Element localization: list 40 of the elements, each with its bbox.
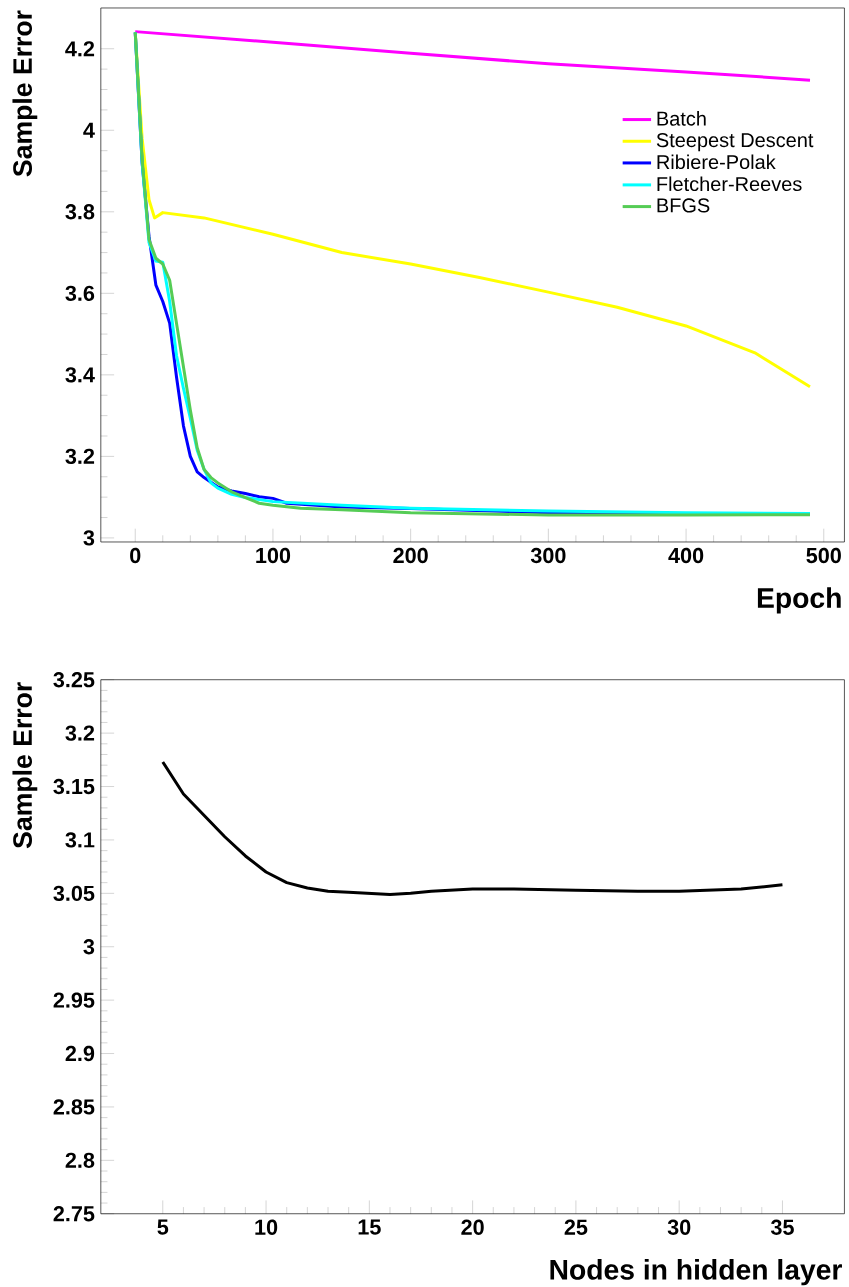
y-tick-label: 3.2 bbox=[65, 725, 94, 741]
x-axis-title: Nodes in hidden layer bbox=[550, 1259, 842, 1286]
y-tick-label: 3.1 bbox=[65, 832, 95, 848]
y-tick-label: 3 bbox=[83, 530, 94, 546]
x-tick-label: 30 bbox=[667, 1219, 691, 1235]
y-tick-label: 2.9 bbox=[65, 1045, 94, 1062]
x-axis-title: Epoch bbox=[757, 587, 841, 614]
legend-label: BFGS bbox=[657, 198, 710, 213]
y-tick-label: 3.6 bbox=[65, 285, 94, 301]
y-tick-label: 3.8 bbox=[65, 204, 95, 220]
x-tick-label: 15 bbox=[358, 1219, 381, 1235]
x-tick-label: 100 bbox=[256, 547, 290, 564]
x-tick-label: 0 bbox=[129, 547, 141, 564]
y-tick-label: 3.2 bbox=[65, 448, 94, 465]
y-tick-label: 2.95 bbox=[53, 992, 95, 1008]
y-tick-label: 3.25 bbox=[53, 672, 95, 688]
x-tick-label: 25 bbox=[564, 1219, 588, 1235]
legend-label: Batch bbox=[657, 111, 706, 126]
x-tick-label: 200 bbox=[393, 547, 428, 564]
legend-label: Fletcher-Reeves bbox=[657, 176, 802, 192]
x-tick-label: 300 bbox=[530, 547, 566, 564]
legend-label: Ribiere-Polak bbox=[657, 154, 776, 170]
y-tick-label: 2.75 bbox=[53, 1206, 95, 1222]
x-tick-label: 20 bbox=[461, 1219, 484, 1235]
y-tick-label: 4.2 bbox=[65, 41, 94, 57]
legend-label: Steepest Descent bbox=[656, 133, 814, 152]
y-tick-label: 4 bbox=[83, 122, 95, 138]
y-tick-label: 3.4 bbox=[65, 367, 95, 383]
y-tick-label: 2.8 bbox=[65, 1152, 95, 1168]
x-tick-label: 5 bbox=[157, 1219, 168, 1235]
y-axis-title: Sample Error bbox=[12, 10, 38, 177]
x-tick-label: 500 bbox=[806, 547, 841, 564]
x-tick-label: 35 bbox=[770, 1219, 794, 1235]
y-tick-label: 3 bbox=[83, 939, 94, 955]
x-tick-label: 10 bbox=[255, 1219, 277, 1235]
y-axis-title: Sample Error bbox=[12, 682, 38, 849]
y-tick-label: 3.15 bbox=[53, 778, 95, 795]
x-tick-label: 400 bbox=[668, 547, 704, 564]
y-tick-label: 2.85 bbox=[53, 1099, 95, 1115]
y-tick-label: 3.05 bbox=[53, 885, 95, 901]
